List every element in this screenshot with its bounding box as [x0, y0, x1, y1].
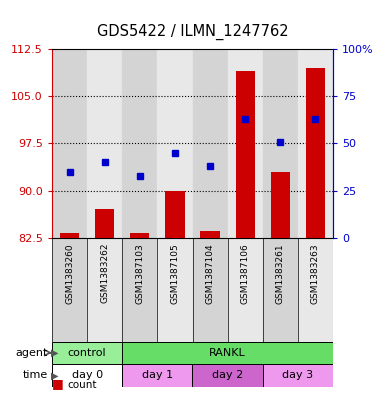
Bar — [201, 231, 220, 238]
Bar — [236, 71, 255, 238]
Bar — [52, 49, 87, 238]
Bar — [122, 364, 192, 387]
Bar — [60, 233, 79, 238]
Bar — [157, 49, 192, 238]
Bar — [122, 342, 333, 364]
Bar — [192, 238, 228, 342]
Text: agent: agent — [16, 348, 48, 358]
Text: GSM1383262: GSM1383262 — [100, 243, 109, 303]
Bar — [228, 238, 263, 342]
Bar — [87, 49, 122, 238]
Bar — [52, 238, 87, 342]
Text: GSM1383263: GSM1383263 — [311, 243, 320, 304]
Bar — [306, 68, 325, 238]
Bar — [122, 238, 157, 342]
Bar — [298, 238, 333, 342]
Text: count: count — [67, 380, 97, 390]
Bar — [192, 49, 228, 238]
Bar — [157, 238, 192, 342]
Text: day 0: day 0 — [72, 370, 103, 380]
Text: ■: ■ — [52, 390, 64, 393]
Text: GSM1383260: GSM1383260 — [65, 243, 74, 304]
Text: ■: ■ — [52, 377, 64, 390]
Bar — [122, 49, 157, 238]
Bar — [298, 49, 333, 238]
Text: RANKL: RANKL — [209, 348, 246, 358]
Bar — [95, 209, 114, 238]
Text: control: control — [68, 348, 106, 358]
Bar — [192, 364, 263, 387]
Text: day 3: day 3 — [282, 370, 313, 380]
Bar — [52, 342, 122, 364]
Text: day 2: day 2 — [212, 370, 243, 380]
Text: GSM1387103: GSM1387103 — [135, 243, 144, 304]
Text: day 1: day 1 — [142, 370, 173, 380]
Text: GSM1387106: GSM1387106 — [241, 243, 250, 304]
Text: GSM1387105: GSM1387105 — [171, 243, 179, 304]
Bar — [87, 238, 122, 342]
Text: time: time — [23, 370, 48, 380]
Text: ▶: ▶ — [51, 348, 58, 358]
Bar — [52, 364, 122, 387]
Bar — [130, 233, 149, 238]
Text: GSM1387104: GSM1387104 — [206, 243, 214, 304]
Bar — [263, 238, 298, 342]
Bar — [165, 191, 184, 238]
Text: GDS5422 / ILMN_1247762: GDS5422 / ILMN_1247762 — [97, 23, 288, 40]
Bar — [271, 172, 290, 238]
Text: ▶: ▶ — [51, 370, 58, 380]
Bar — [263, 364, 333, 387]
Bar — [228, 49, 263, 238]
Bar — [263, 49, 298, 238]
Text: GSM1383261: GSM1383261 — [276, 243, 285, 304]
